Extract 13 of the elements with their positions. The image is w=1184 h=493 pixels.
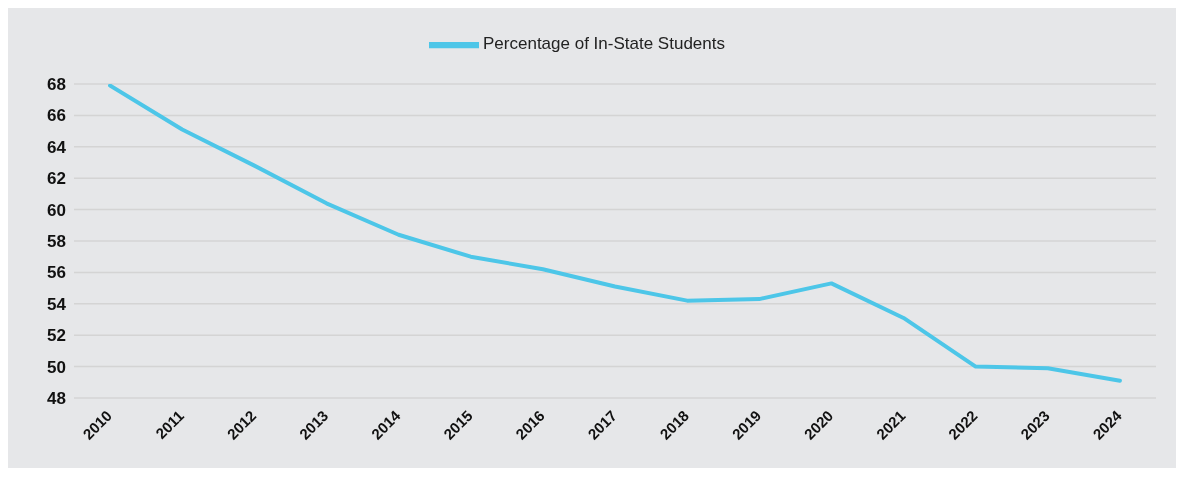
y-tick-label: 68	[47, 75, 66, 95]
y-tick-label: 66	[47, 106, 66, 126]
y-tick-label: 50	[47, 357, 66, 377]
y-tick-label: 64	[47, 137, 67, 157]
y-tick-label: 52	[47, 326, 66, 346]
legend-label: Percentage of In-State Students	[483, 34, 725, 54]
line-series	[108, 84, 1122, 383]
y-tick-label: 56	[47, 263, 66, 283]
y-tick-label: 60	[47, 200, 66, 220]
y-tick-label: 62	[47, 169, 66, 189]
y-tick-label: 58	[47, 232, 66, 252]
y-tick-label: 54	[47, 294, 67, 314]
y-tick-label: 48	[47, 389, 66, 409]
